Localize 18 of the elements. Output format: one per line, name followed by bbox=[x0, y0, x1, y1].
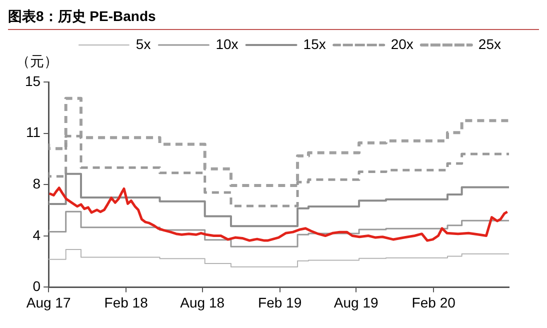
legend-label: 5x bbox=[136, 36, 151, 52]
y-tick-label: 0 bbox=[32, 278, 41, 294]
x-tick-label: Aug 19 bbox=[334, 294, 378, 310]
x-tick-label: Feb 18 bbox=[104, 294, 148, 310]
y-tick-label: 11 bbox=[26, 124, 41, 140]
legend-label: 15x bbox=[303, 36, 326, 52]
y-axis-title: （元） bbox=[16, 52, 58, 69]
y-tick-label: 4 bbox=[32, 226, 41, 243]
y-tick-label: 8 bbox=[32, 175, 41, 192]
legend-label: 10x bbox=[216, 36, 238, 52]
y-tick-label: 15 bbox=[24, 72, 41, 89]
legend-label: 25x bbox=[478, 36, 502, 52]
x-tick-label: Feb 19 bbox=[258, 294, 302, 310]
legend-label: 20x bbox=[390, 36, 414, 52]
x-tick-label: Feb 20 bbox=[412, 294, 456, 310]
x-tick-label: Aug 18 bbox=[180, 294, 225, 310]
chart-title: 图表8：历史 PE-Bands bbox=[8, 8, 539, 30]
x-tick-label: Aug 17 bbox=[26, 294, 71, 310]
